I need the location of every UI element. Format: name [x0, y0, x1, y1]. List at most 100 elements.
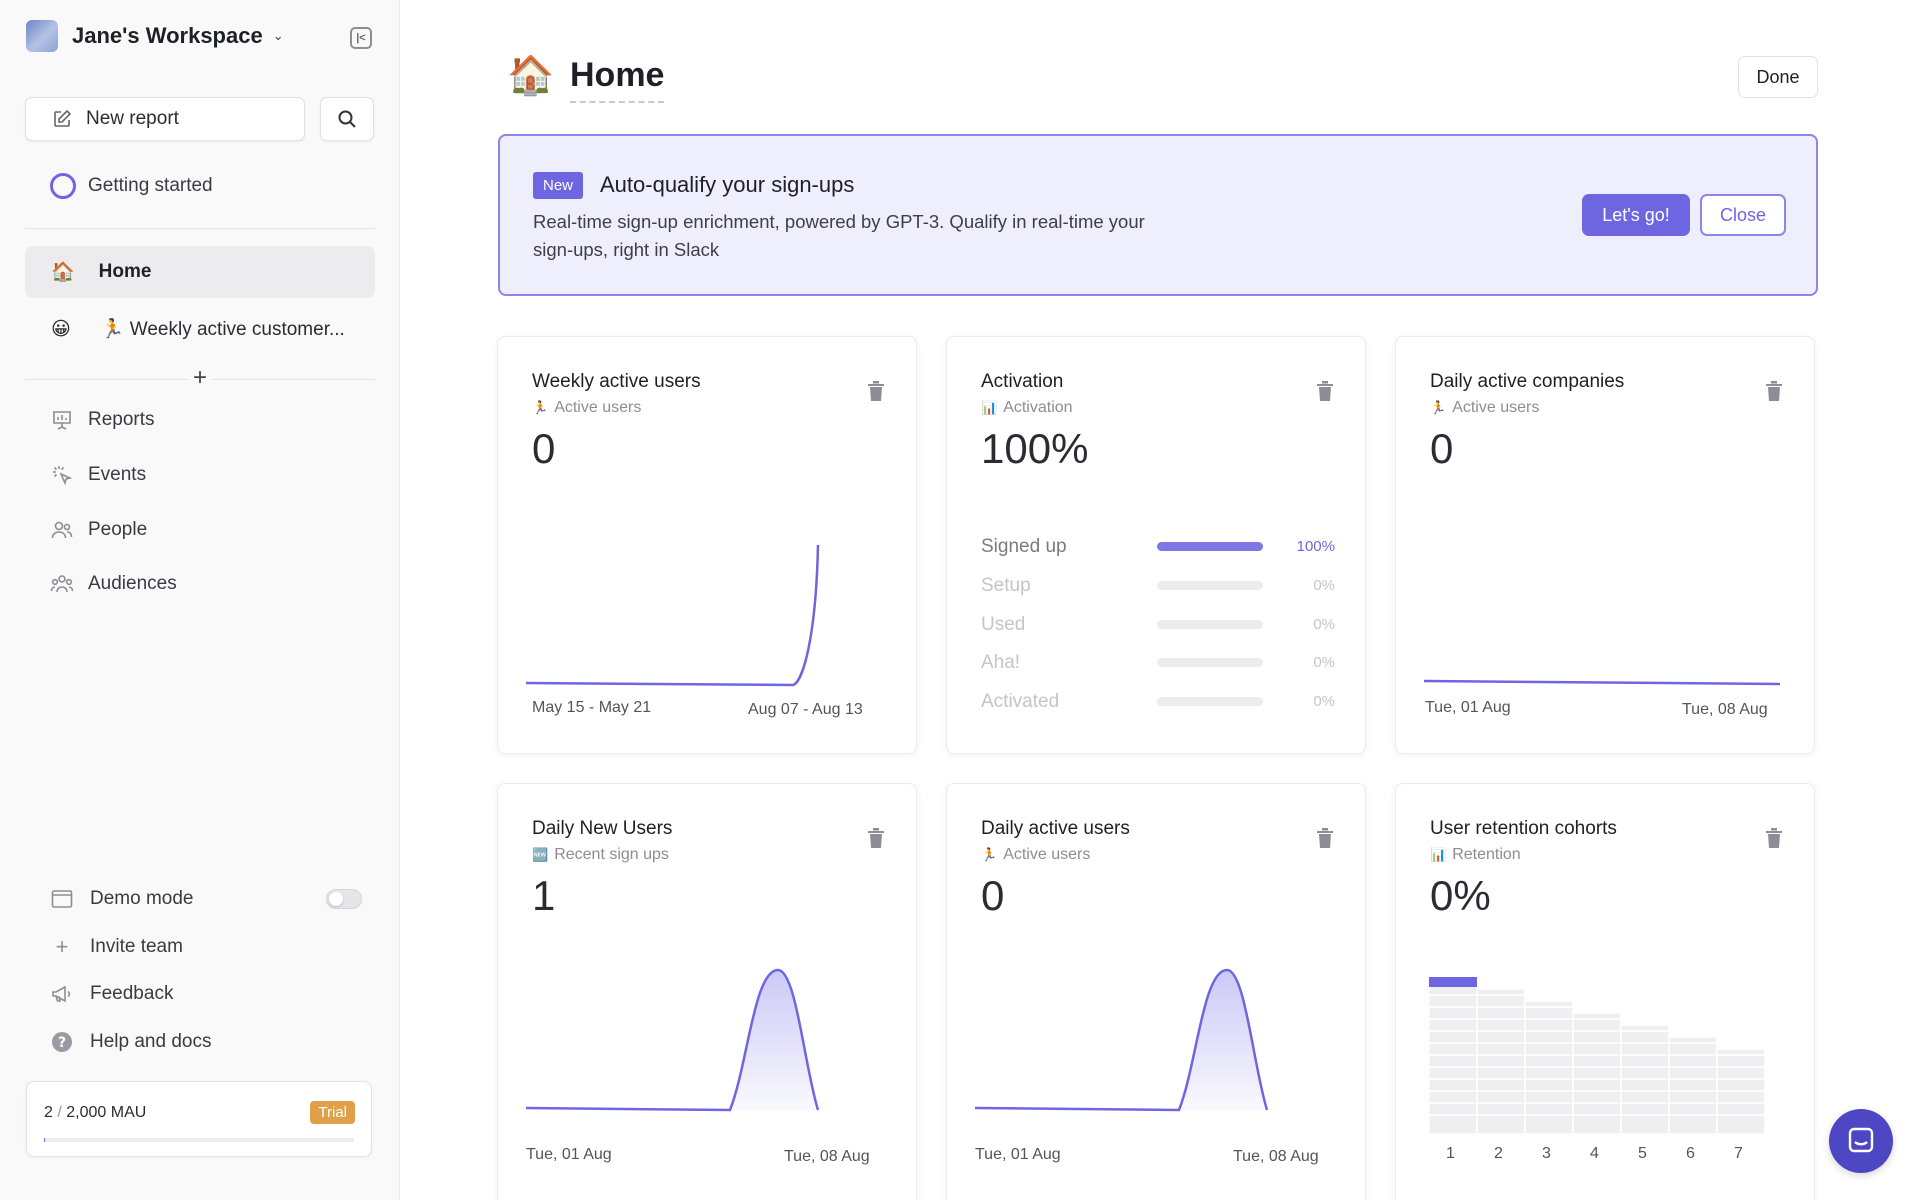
bar-chart-icon: 📊	[1430, 847, 1447, 862]
x-axis-end-label: Aug 07 - Aug 13	[748, 701, 863, 718]
page-title[interactable]: Home	[570, 56, 665, 103]
new-badge: New	[533, 172, 584, 199]
x-tick-label: 1	[1446, 1145, 1455, 1162]
page-emoji-icon[interactable]: 🏠	[507, 55, 555, 97]
funnel-step: Signed up 100%	[981, 536, 1335, 557]
x-axis-start-label: May 15 - May 21	[532, 699, 652, 716]
sidebar-item-audiences[interactable]: Audiences	[50, 572, 177, 596]
trash-icon[interactable]	[1317, 381, 1333, 401]
sidebar-item-weekly-active-customers[interactable]: 😀 🏃 Weekly active customer...	[25, 306, 375, 352]
sidebar-item-help-docs[interactable]: ? Help and docs	[50, 1030, 211, 1054]
add-pinned-button[interactable]: +	[188, 363, 212, 393]
close-banner-button[interactable]: Close	[1700, 194, 1786, 236]
card-value: 100%	[981, 425, 1089, 472]
workspace-name: Jane's Workspace	[72, 23, 263, 48]
sidebar: Jane's Workspace ⌄ |< New report Getting…	[0, 0, 400, 1200]
collapse-sidebar-icon[interactable]: |<	[350, 27, 372, 49]
x-tick-label: 3	[1542, 1145, 1551, 1162]
funnel-step-bar	[1157, 697, 1263, 706]
trash-icon[interactable]	[1317, 828, 1333, 848]
sidebar-item-people[interactable]: People	[50, 518, 147, 542]
funnel-step-label: Signed up	[981, 536, 1067, 557]
mau-used: 2	[44, 1104, 53, 1121]
funnel-step-bar	[1157, 581, 1263, 590]
funnel-step: Setup 0%	[981, 575, 1335, 596]
trash-icon[interactable]	[1766, 828, 1782, 848]
trash-icon[interactable]	[868, 828, 884, 848]
card-title: Weekly active users	[532, 371, 701, 392]
chevron-down-icon: ⌄	[272, 28, 284, 43]
report-card-daily-active-users[interactable]: Daily active users 🏃 Active users 0 Tue, …	[946, 783, 1366, 1200]
x-tick-label: 4	[1590, 1145, 1599, 1162]
x-axis-start-label: Tue, 01 Aug	[975, 1146, 1061, 1163]
funnel-step-label: Aha!	[981, 652, 1021, 673]
funnel-step: Aha! 0%	[981, 652, 1335, 673]
runner-icon: 🏃	[981, 847, 998, 862]
card-title: Daily active companies	[1430, 371, 1625, 392]
card-subtitle: 🏃 Active users	[981, 846, 1091, 863]
card-value: 0	[1430, 425, 1454, 472]
sidebar-item-reports[interactable]: Reports	[50, 408, 155, 432]
funnel-step-label: Used	[981, 614, 1026, 635]
window-icon	[51, 890, 73, 908]
sidebar-item-events[interactable]: Events	[50, 463, 146, 487]
card-subtitle: 🏃 Active users	[532, 399, 642, 416]
report-card-activation[interactable]: Activation 📊 Activation 100% Signed up 10…	[946, 336, 1366, 754]
runner-icon: 🏃	[1430, 400, 1447, 415]
people-icon	[51, 521, 73, 539]
lets-go-button[interactable]: Let's go!	[1582, 194, 1690, 236]
report-card-daily-active-companies[interactable]: Daily active companies 🏃 Active users 0 T…	[1395, 336, 1815, 754]
chat-launcher-button[interactable]	[1829, 1109, 1893, 1173]
new-report-label: New report	[86, 108, 179, 129]
new-report-button[interactable]: New report	[25, 97, 305, 141]
sidebar-item-label: Events	[88, 464, 147, 485]
line-chart	[1423, 679, 1781, 686]
card-value: 0	[532, 425, 556, 472]
add-pinned-row: +	[25, 363, 375, 393]
megaphone-icon	[52, 985, 71, 1003]
cursor-click-icon	[53, 466, 73, 486]
report-card-user-retention[interactable]: User retention cohorts 📊 Retention 0% 1 2…	[1395, 783, 1815, 1200]
funnel-step-bar	[1157, 620, 1263, 629]
search-button[interactable]	[320, 97, 374, 141]
trash-icon[interactable]	[1766, 381, 1782, 401]
card-subtitle: 📊 Activation	[981, 399, 1073, 416]
help-icon: ?	[52, 1032, 72, 1052]
mau-limit: 2,000 MAU	[66, 1104, 147, 1121]
audiences-icon	[50, 575, 74, 593]
sidebar-item-invite-team[interactable]: + Invite team	[50, 934, 183, 960]
banner-title: Auto-qualify your sign-ups	[600, 172, 855, 197]
sidebar-item-demo-mode: Demo mode	[50, 887, 194, 911]
report-card-weekly-active-users[interactable]: Weekly active users 🏃 Active users 0 May …	[497, 336, 917, 754]
retention-heatmap	[1428, 976, 1766, 1135]
sidebar-item-label: Audiences	[88, 573, 177, 594]
getting-started-item[interactable]: Getting started	[50, 173, 213, 199]
mau-progress-bar	[44, 1138, 354, 1142]
mau-usage-box[interactable]: 2 / 2,000 MAU Trial	[26, 1081, 372, 1157]
new-icon: 🆕	[532, 847, 549, 862]
sidebar-item-home[interactable]: 🏠 Home	[25, 246, 375, 298]
x-axis-end-label: Tue, 08 Aug	[1233, 1148, 1319, 1165]
area-chart	[974, 968, 1269, 1112]
workspace-avatar	[26, 20, 58, 52]
search-icon	[338, 110, 356, 128]
funnel-step: Activated 0%	[981, 691, 1335, 712]
x-tick-label: 5	[1638, 1145, 1647, 1162]
funnel-step-pct: 0%	[1313, 577, 1335, 594]
trash-icon[interactable]	[868, 381, 884, 401]
x-axis-start-label: Tue, 01 Aug	[1425, 699, 1511, 716]
done-button[interactable]: Done	[1738, 56, 1818, 98]
workspace-switcher[interactable]: Jane's Workspace ⌄	[26, 20, 284, 52]
sidebar-item-label: People	[88, 519, 148, 540]
funnel-step-pct: 0%	[1313, 654, 1335, 671]
demo-mode-toggle[interactable]	[326, 889, 362, 909]
report-card-daily-new-users[interactable]: Daily New Users 🆕 Recent sign ups 1 Tue, …	[497, 783, 917, 1200]
promo-banner: New Auto-qualify your sign-ups Real-time…	[498, 134, 1818, 296]
sidebar-item-feedback[interactable]: Feedback	[50, 982, 173, 1006]
funnel-step-pct: 0%	[1313, 616, 1335, 633]
plus-icon: +	[55, 934, 69, 959]
sidebar-item-label: Help and docs	[90, 1031, 212, 1052]
mau-usage-text: 2 / 2,000 MAU	[44, 1104, 147, 1121]
sidebar-item-label: Feedback	[90, 983, 174, 1004]
banner-description: Real-time sign-up enrichment, powered by…	[533, 211, 1145, 260]
